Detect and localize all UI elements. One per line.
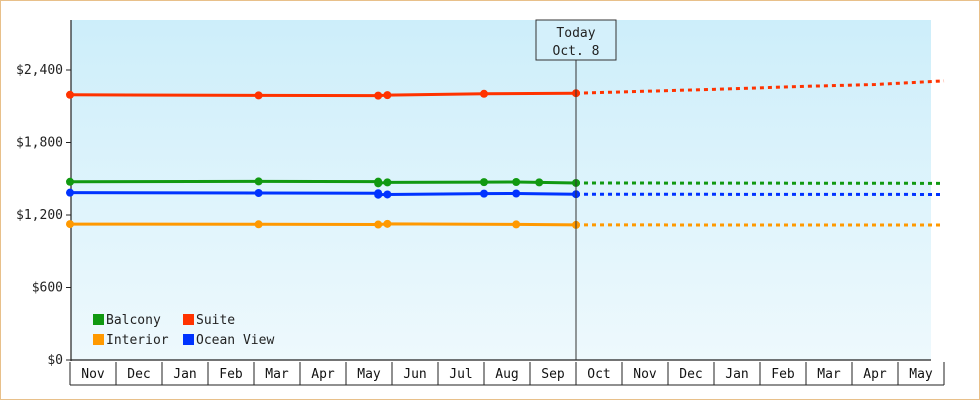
- data-point: [374, 91, 383, 100]
- month-label: Nov: [81, 367, 105, 382]
- y-tick-label: $1,200: [16, 208, 63, 223]
- legend-label: Interior: [106, 333, 169, 348]
- data-point: [383, 219, 392, 228]
- legend-swatch: [93, 314, 104, 325]
- data-point: [383, 190, 392, 199]
- today-marker: Today Oct. 8: [535, 19, 617, 360]
- series-suite: [66, 79, 945, 100]
- series-line-actual: [69, 91, 577, 98]
- data-point: [374, 190, 383, 199]
- data-point: [66, 220, 74, 229]
- series-line-actual: [69, 191, 577, 197]
- series-layer: [66, 79, 945, 229]
- month-label: Jan: [725, 367, 748, 382]
- legend-label: Balcony: [106, 313, 161, 328]
- data-point: [512, 178, 521, 187]
- month-label: Jun: [403, 367, 426, 382]
- legend-swatch: [183, 314, 194, 325]
- month-label: Feb: [219, 367, 243, 382]
- series-interior: [66, 219, 945, 229]
- month-label: Feb: [771, 367, 795, 382]
- today-label: Today: [556, 26, 595, 41]
- data-point: [383, 91, 392, 100]
- legend: Balcony Suite Interior Ocean View: [93, 313, 274, 348]
- data-point: [66, 177, 74, 186]
- y-axis: $0 $600 $1,200 $1,800 $2,400: [16, 20, 72, 368]
- data-point: [512, 189, 521, 198]
- data-point: [374, 220, 383, 229]
- data-point: [480, 89, 488, 98]
- month-label: Apr: [311, 367, 335, 382]
- data-point: [66, 90, 74, 99]
- series-balcony: [66, 177, 945, 188]
- month-label: Jul: [449, 367, 472, 382]
- month-label: Nov: [633, 367, 657, 382]
- data-point: [374, 179, 383, 188]
- series-line-forecast: [575, 79, 945, 95]
- data-point: [512, 220, 521, 229]
- month-label: Jan: [173, 367, 196, 382]
- data-point: [535, 178, 544, 187]
- legend-label: Ocean View: [196, 333, 274, 348]
- data-point: [383, 178, 392, 187]
- legend-swatch: [93, 334, 104, 345]
- data-point: [66, 188, 74, 197]
- data-point: [480, 189, 488, 198]
- data-point: [254, 177, 263, 186]
- data-point: [254, 189, 263, 198]
- y-tick-label: $0: [47, 353, 63, 368]
- legend-swatch: [183, 334, 194, 345]
- month-label: May: [909, 367, 933, 382]
- month-label: Dec: [679, 367, 702, 382]
- month-label: Apr: [863, 367, 887, 382]
- data-point: [254, 91, 263, 100]
- data-point: [254, 220, 263, 229]
- plot-area: [71, 20, 931, 360]
- legend-label: Suite: [196, 313, 235, 328]
- month-label: Sep: [541, 367, 565, 382]
- series-line-actual: [69, 222, 577, 227]
- month-label: Mar: [265, 367, 289, 382]
- month-label: Oct: [587, 367, 610, 382]
- today-box: [535, 19, 617, 61]
- data-point: [480, 178, 488, 187]
- y-tick-label: $600: [32, 281, 63, 296]
- y-tick-label: $2,400: [16, 63, 63, 78]
- y-tick-label: $1,800: [16, 136, 63, 151]
- month-label: Mar: [817, 367, 841, 382]
- today-date: Oct. 8: [553, 44, 600, 59]
- series-ocean-view: [66, 188, 945, 199]
- month-label: Aug: [495, 367, 518, 382]
- month-label: May: [357, 367, 381, 382]
- month-label: Dec: [127, 367, 150, 382]
- x-axis: Nov Dec Jan Feb Mar Apr May Jun Jul Aug Sep Oct Nov D…: [69, 359, 945, 386]
